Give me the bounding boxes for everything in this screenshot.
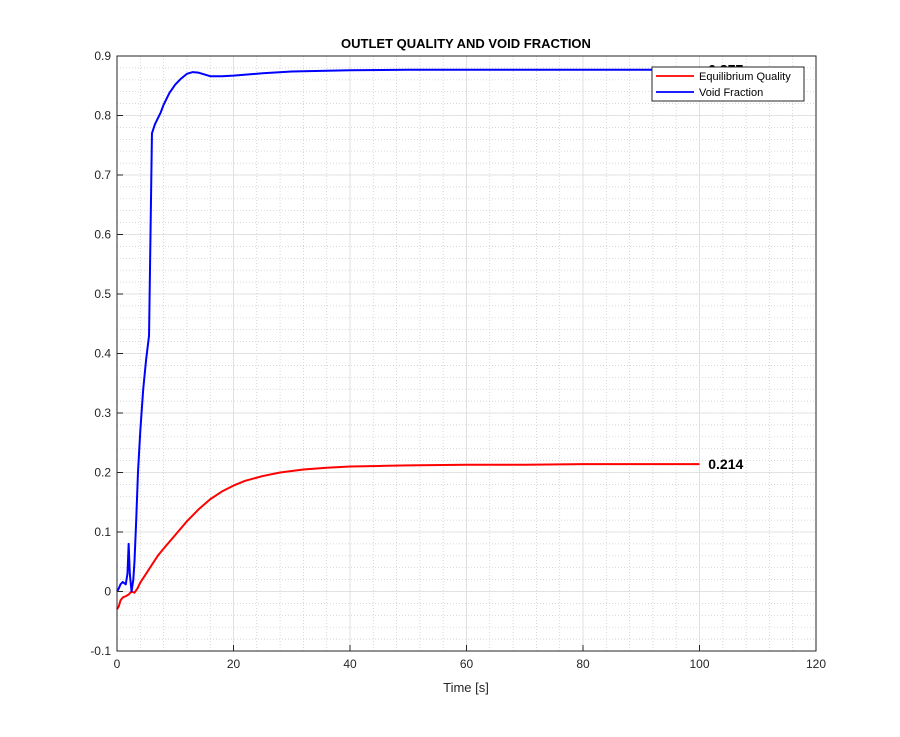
y-tick-label: 0.7 bbox=[94, 168, 111, 182]
x-tick-label: 100 bbox=[689, 657, 709, 671]
y-ticks: -0.1 0 0.1 0.2 0.3 0.4 0.5 0.6 0.7 0.8 0.9 bbox=[90, 49, 123, 658]
x-tick-label: 80 bbox=[576, 657, 590, 671]
legend-box bbox=[651, 66, 805, 102]
y-tick-label: -0.1 bbox=[90, 644, 111, 658]
y-tick-label: 0.4 bbox=[94, 347, 111, 361]
legend-label-void-fraction: Void Fraction bbox=[699, 87, 763, 99]
x-tick-label: 120 bbox=[806, 657, 826, 671]
data-label: 0.214 bbox=[708, 456, 743, 472]
y-tick-label: 0.1 bbox=[94, 525, 111, 539]
x-tick-label: 40 bbox=[343, 657, 357, 671]
y-tick-label: 0.3 bbox=[94, 406, 111, 420]
x-tick-label: 60 bbox=[460, 657, 474, 671]
y-tick-label: 0 bbox=[104, 585, 111, 599]
legend: Equilibrium Quality Void Fraction bbox=[651, 66, 805, 102]
series-line-void-fraction bbox=[116, 68, 700, 593]
legend-label-equilibrium-quality: Equilibrium Quality bbox=[699, 71, 791, 83]
x-tick-label: 20 bbox=[227, 657, 241, 671]
series-line-equilibrium-quality bbox=[116, 463, 700, 610]
y-tick-label: 0.6 bbox=[94, 228, 111, 242]
x-tick-label: 0 bbox=[114, 657, 121, 671]
y-tick-label: 0.8 bbox=[94, 109, 111, 123]
series-layer bbox=[116, 68, 700, 610]
x-axis-label: Time [s] bbox=[443, 680, 489, 695]
chart-title: OUTLET QUALITY AND VOID FRACTION bbox=[341, 36, 591, 51]
y-tick-label: 0.9 bbox=[94, 49, 111, 63]
y-tick-label: 0.2 bbox=[94, 466, 111, 480]
x-ticks: 0 20 40 60 80 100 120 bbox=[114, 645, 826, 671]
y-tick-label: 0.5 bbox=[94, 287, 111, 301]
